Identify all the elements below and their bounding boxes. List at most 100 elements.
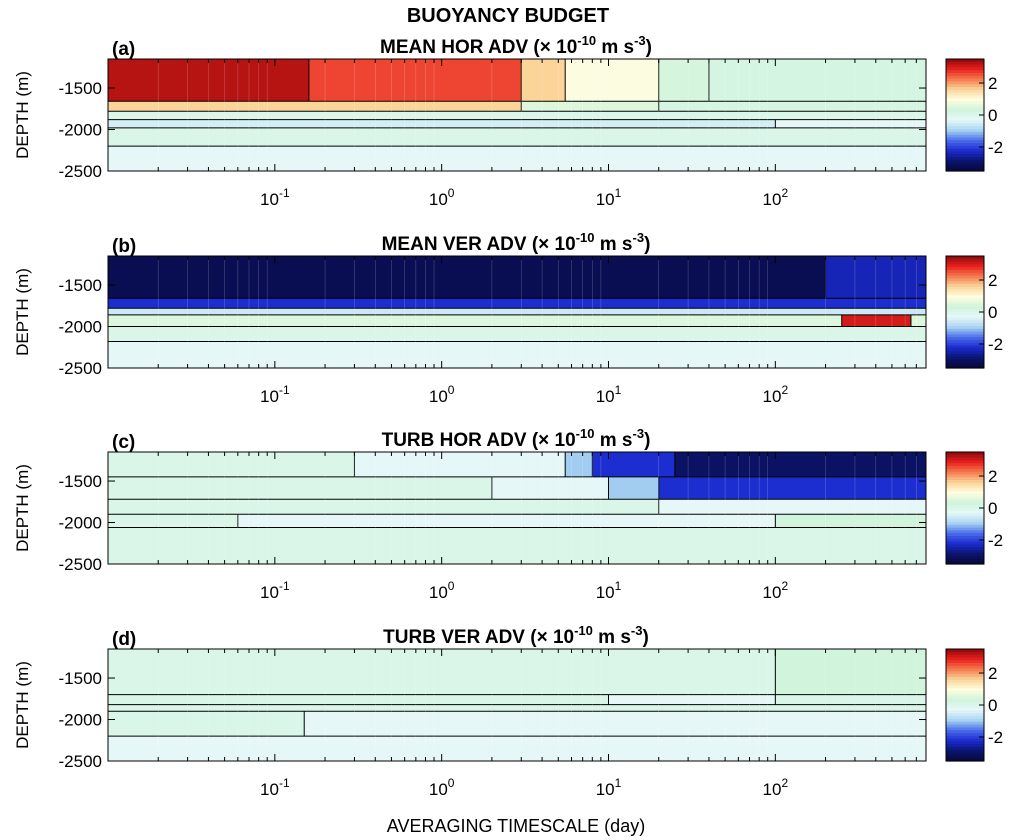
x-tick-label: 100: [429, 186, 455, 209]
colorbar-swatch: [946, 561, 984, 565]
colorbar-swatch: [946, 679, 984, 684]
colorbar-swatch: [946, 513, 984, 517]
colorbar-swatch: [946, 660, 984, 664]
colorbar-swatch: [946, 488, 984, 492]
colorbar-swatch: [946, 474, 984, 478]
colorbar-swatch: [946, 168, 984, 172]
contour-cell: [108, 127, 926, 147]
colorbar-tick-label: -2: [988, 728, 1003, 747]
colorbar-swatch: [946, 98, 984, 102]
colorbar-swatch: [946, 143, 984, 147]
colorbar-swatch: [946, 688, 984, 692]
y-tick-label: -2500: [59, 359, 102, 378]
contour-cell: [108, 452, 355, 477]
contour-field: [108, 649, 926, 761]
colorbar: 2 0 -2: [945, 255, 1003, 369]
contour-field: [108, 59, 926, 171]
contour-cell: [108, 111, 926, 120]
y-tick-label: -1500: [59, 472, 102, 491]
colorbar-swatch: [946, 550, 984, 554]
colorbar-swatch: [946, 258, 984, 263]
colorbar-tick-label: 0: [988, 106, 997, 125]
colorbar-swatch: [946, 123, 984, 127]
x-tick-label: 101: [596, 383, 622, 406]
colorbar-swatch: [946, 309, 984, 313]
colorbar: 2 0 -2: [945, 648, 1003, 762]
colorbar-swatch: [946, 530, 984, 534]
colorbar-tick-label: 2: [988, 664, 997, 683]
x-tick-label: 100: [429, 383, 455, 406]
colorbar-swatch: [946, 162, 984, 166]
contour-cell: [304, 711, 926, 737]
contour-field: [108, 256, 926, 368]
y-tick-label: -2000: [59, 514, 102, 533]
colorbar-swatch: [946, 300, 984, 305]
x-tick-label: 100: [429, 579, 455, 602]
contour-cell: [108, 694, 609, 705]
colorbar-swatch: [946, 510, 984, 515]
colorbar-swatch: [946, 522, 984, 526]
colorbar-swatch: [946, 552, 984, 557]
colorbar-swatch: [946, 109, 984, 113]
panel-c: 10-1 100 101 102 -1500 -2000 -2500 DEPTH (m) (c)…: [13, 426, 1003, 602]
colorbar-swatch: [946, 707, 984, 712]
colorbar-swatch: [946, 705, 984, 709]
colorbar-tick-label: -2: [988, 531, 1003, 550]
colorbar-swatch: [946, 752, 984, 756]
contour-cell: [354, 452, 566, 477]
colorbar-swatch: [946, 359, 984, 363]
colorbar-swatch: [946, 457, 984, 461]
contour-cell: [775, 694, 926, 705]
colorbar-tick-label: 0: [988, 696, 997, 715]
colorbar-swatch: [946, 668, 984, 672]
colorbar-swatch: [946, 256, 984, 260]
colorbar-swatch: [946, 682, 984, 686]
colorbar-swatch: [946, 270, 984, 274]
colorbar-swatch: [946, 275, 984, 279]
x-tick-label: 102: [763, 776, 789, 799]
colorbar-swatch: [946, 555, 984, 559]
contour-cell: [658, 59, 709, 102]
contour-cell: [674, 452, 926, 477]
colorbar-swatch: [946, 134, 984, 138]
colorbar-swatch: [946, 317, 984, 321]
contour-field: [108, 452, 926, 564]
colorbar-swatch: [946, 696, 984, 700]
x-tick-label: 10-1: [260, 186, 290, 209]
colorbar-swatch: [946, 337, 984, 341]
colorbar-swatch: [946, 84, 984, 88]
contour-cell: [521, 59, 566, 102]
x-tick-label: 102: [763, 579, 789, 602]
colorbar-swatch: [946, 505, 984, 509]
y-axis-label: DEPTH (m): [13, 464, 32, 552]
y-tick-label: -1500: [59, 669, 102, 688]
plot-frame: [107, 648, 927, 762]
panel-letter: (b): [112, 236, 136, 257]
colorbar-swatch: [946, 298, 984, 302]
colorbar-swatch: [946, 454, 984, 459]
contour-cell: [775, 119, 926, 128]
contour-cell: [237, 514, 776, 528]
colorbar-swatch: [946, 749, 984, 754]
colorbar-tick-label: 2: [988, 271, 997, 290]
colorbar-swatch: [946, 303, 984, 307]
colorbar-swatch: [946, 460, 984, 464]
colorbar-swatch: [946, 306, 984, 310]
x-tick-label: 102: [763, 186, 789, 209]
colorbar-swatch: [946, 281, 984, 285]
y-tick-label: -2000: [59, 318, 102, 337]
contour-cell: [592, 452, 675, 477]
panel-a: 10-1 100 101 102 -1500 -2000 -2500 DEPTH (m) (a)…: [13, 33, 1003, 209]
colorbar-swatch: [946, 328, 984, 333]
x-tick-label: 101: [596, 776, 622, 799]
contour-cell: [108, 649, 776, 695]
colorbar-swatch: [946, 126, 984, 130]
colorbar-swatch: [946, 145, 984, 150]
colorbar-swatch: [946, 499, 984, 503]
colorbar-swatch: [946, 538, 984, 543]
colorbar-swatch: [946, 284, 984, 288]
y-tick-label: -2000: [59, 121, 102, 140]
colorbar-swatch: [946, 755, 984, 759]
colorbar-swatch: [946, 468, 984, 473]
colorbar-swatch: [946, 70, 984, 74]
